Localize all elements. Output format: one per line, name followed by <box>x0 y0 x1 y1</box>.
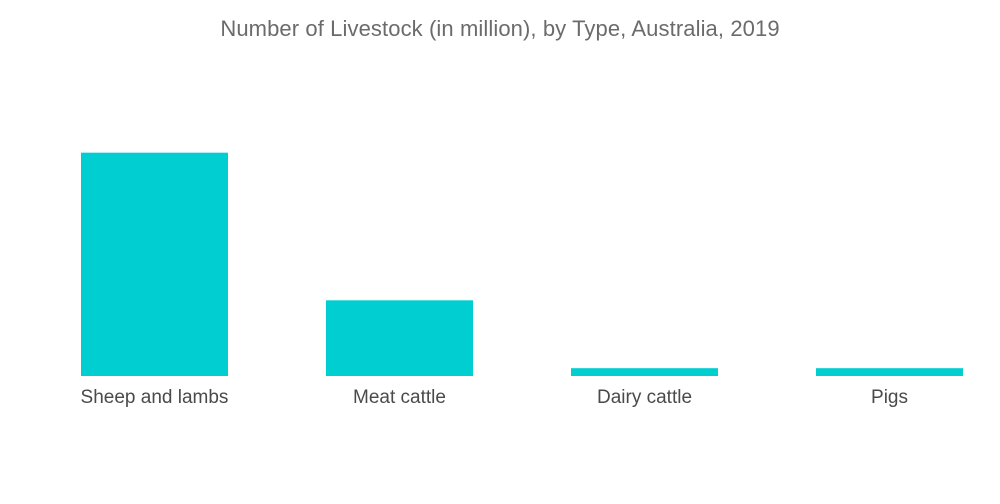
category-label: Sheep and lambs <box>81 387 229 408</box>
bars-group <box>81 152 963 376</box>
bar-dairy-cattle <box>571 368 718 376</box>
category-label: Dairy cattle <box>597 387 692 408</box>
bar-meat-cattle <box>326 300 473 376</box>
category-label: Pigs <box>871 387 908 408</box>
category-label: Meat cattle <box>353 387 446 408</box>
bar-pigs <box>816 368 963 376</box>
chart-title: Number of Livestock (in million), by Typ… <box>220 16 780 41</box>
bar-sheep-and-lambs <box>81 152 228 376</box>
category-labels-group: Sheep and lambs Meat cattle Dairy cattle Pi… <box>81 387 908 408</box>
